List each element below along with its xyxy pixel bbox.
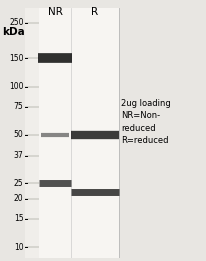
Text: 37: 37 <box>14 151 23 161</box>
Bar <box>25 8 39 258</box>
Text: kDa: kDa <box>2 27 25 37</box>
Bar <box>25 8 119 258</box>
Text: 75: 75 <box>14 102 23 111</box>
Text: 100: 100 <box>9 82 23 91</box>
Bar <box>71 8 119 258</box>
Text: 150: 150 <box>9 54 23 63</box>
Bar <box>39 8 71 258</box>
Text: 10: 10 <box>14 242 23 252</box>
Text: 15: 15 <box>14 214 23 223</box>
Text: 20: 20 <box>14 194 23 203</box>
Text: 250: 250 <box>9 18 23 27</box>
Text: NR: NR <box>48 8 62 17</box>
Text: 25: 25 <box>14 179 23 188</box>
Text: R: R <box>91 8 98 17</box>
Text: 2ug loading
NR=Non-
reduced
R=reduced: 2ug loading NR=Non- reduced R=reduced <box>121 99 171 145</box>
Text: 50: 50 <box>14 130 23 139</box>
